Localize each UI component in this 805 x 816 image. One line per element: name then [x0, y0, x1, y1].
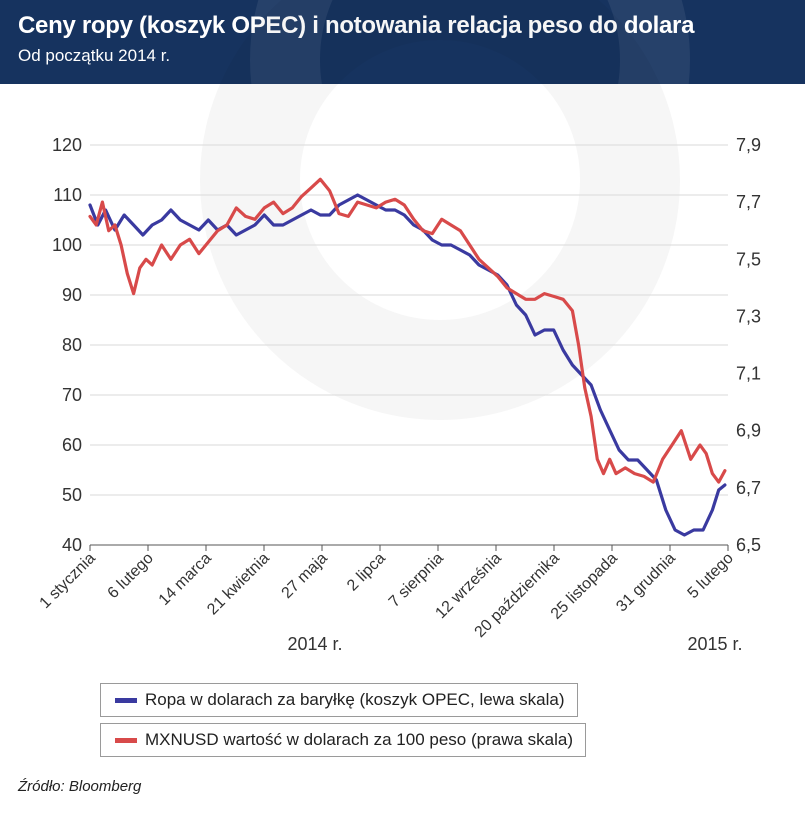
left-tick-label: 60: [62, 435, 82, 455]
left-tick-label: 70: [62, 385, 82, 405]
right-axis: 7,9 7,7 7,5 7,3 7,1 6,9 6,7 6,5: [736, 135, 761, 555]
right-tick-label: 7,9: [736, 135, 761, 155]
right-tick-label: 6,7: [736, 478, 761, 498]
x-tick-label: 27 maja: [279, 550, 331, 602]
chart-title: Ceny ropy (koszyk OPEC) i notowania rela…: [18, 12, 695, 39]
right-tick-label: 7,3: [736, 306, 761, 326]
left-tick-label: 100: [52, 235, 82, 255]
left-tick-label: 50: [62, 485, 82, 505]
chart-area: 120 110 100 90 80 70 60 50 40 7,9 7,7 7,5 7,3 7,1 6,9…: [37, 135, 762, 654]
left-tick-label: 90: [62, 285, 82, 305]
year-labels: 2014 r. 2015 r.: [287, 634, 742, 654]
right-tick-label: 7,1: [736, 364, 761, 384]
x-tick-label: 2 lipca: [344, 550, 389, 595]
left-tick-label: 110: [53, 185, 82, 205]
x-tick-label: 7 sierpnia: [386, 550, 447, 611]
left-tick-label: 80: [62, 335, 82, 355]
oil-price-series-line: [88, 193, 727, 537]
year-label-2015: 2015 r.: [687, 634, 742, 654]
x-tick-label: 14 marca: [156, 550, 215, 609]
legend-item-oil: Ropa w dolarach za baryłkę (koszyk OPEC,…: [100, 683, 578, 717]
legend-label-oil: Ropa w dolarach za baryłkę (koszyk OPEC,…: [145, 690, 565, 709]
chart-subtitle: Od początku 2014 r.: [18, 46, 171, 65]
legend-item-mxn: MXNUSD wartość w dolarach za 100 peso (p…: [100, 723, 587, 757]
header-banner: Ceny ropy (koszyk OPEC) i notowania rela…: [0, 0, 805, 84]
left-tick-label: 40: [62, 535, 82, 555]
x-tick-label: 21 kwietnia: [204, 550, 273, 619]
decorative-circle-icon: [250, 0, 690, 84]
mxnusd-series-line: [88, 177, 727, 484]
legend-swatch-mxn: [115, 737, 137, 743]
right-tick-label: 6,9: [736, 421, 761, 441]
x-tick-label: 1 stycznia: [37, 550, 99, 612]
right-tick-label: 6,5: [736, 535, 761, 555]
x-tick-label: 31 grudnia: [613, 550, 679, 616]
legend-swatch-oil: [115, 697, 137, 703]
right-tick-label: 7,7: [736, 192, 761, 212]
right-tick-label: 7,5: [736, 249, 761, 269]
year-label-2014: 2014 r.: [287, 634, 342, 654]
left-axis: 120 110 100 90 80 70 60 50 40: [52, 135, 82, 555]
grid-lines: [90, 144, 728, 546]
x-tick-label: 5 lutego: [685, 550, 737, 602]
series-lines: [88, 177, 727, 537]
source-note: Źródło: Bloomberg: [18, 778, 142, 795]
x-tick-label: 6 lutego: [105, 550, 157, 602]
left-tick-label: 120: [52, 135, 82, 155]
legend-label-mxn: MXNUSD wartość w dolarach za 100 peso (p…: [145, 730, 574, 749]
